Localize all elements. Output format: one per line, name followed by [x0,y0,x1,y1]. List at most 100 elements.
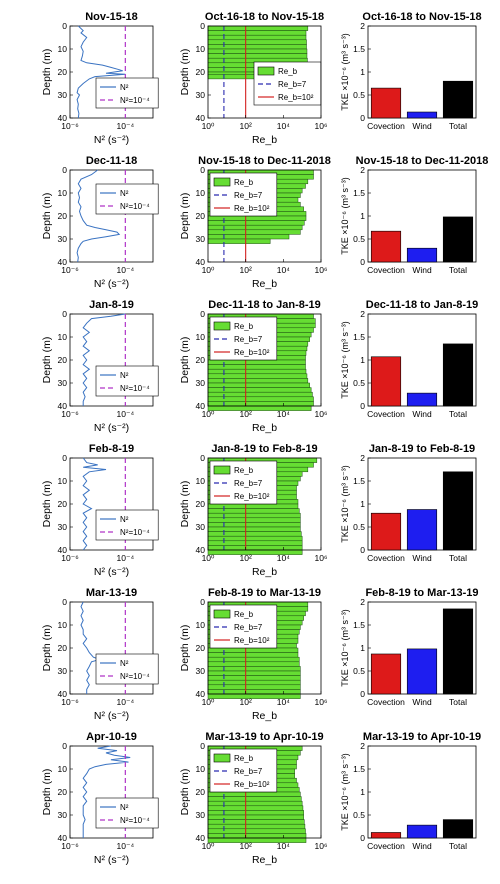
reb-depth-axis-label: Depth (m) [179,625,191,672]
n2-legend-entry: N²=10⁻⁴ [120,528,150,537]
reb-xtick-label: 10⁶ [315,265,328,275]
tke-ytick-label: 0.5 [353,378,365,388]
n2-depth-axis-tick-label: 30 [58,522,68,532]
n2-xtick-label: 10⁻⁴ [117,697,135,707]
n2-xlabel: N² (s⁻²) [94,566,129,578]
n2-legend-entry: N² [120,515,129,524]
tke-bar-total [442,80,474,119]
reb-bar [207,656,300,663]
reb-panel-title: Jan-8-19 to Feb-8-19 [211,443,317,455]
tke-panel-title: Dec-11-18 to Jan-8-19 [366,299,479,311]
reb-bar [207,675,301,681]
n2-depth-axis-tick-label: 0 [62,741,67,751]
n2-depth-axis-tick-label: 0 [62,453,67,463]
n2-legend [95,183,159,215]
reb-xlabel: Re_b [252,854,277,866]
n2-depth-axis-tick-label: 20 [58,499,68,509]
n2-legend [95,77,159,109]
tke-bar-convection [370,653,402,695]
reb-legend-entry: Re_b=10² [234,636,270,645]
reb-legend-swatch [213,753,231,763]
reb-bar [207,805,304,811]
reb-xtick-label: 10⁶ [315,553,328,563]
tke-bar-wind [406,247,438,263]
tke-category-label: Total [449,265,467,275]
n2-xlabel: N² (s⁻²) [94,422,129,434]
tke-panel-title: Jan-8-19 to Feb-8-19 [369,443,475,455]
reb-depth-axis-tick-label: 0 [200,453,205,463]
reb-bar [207,503,299,509]
n2-depth-axis-tick-label: 30 [58,666,68,676]
reb-depth-axis-tick-label: 30 [196,522,206,532]
tke-bar-total [442,216,474,263]
reb-xtick-label: 10⁴ [277,697,290,707]
reb-xtick-label: 10² [240,121,252,131]
reb-xtick-label: 10² [240,553,252,563]
n2-legend-entry: N²=10⁻⁴ [120,202,150,211]
reb-bar [207,512,301,519]
reb-legend-entry: Re_b=7 [234,191,263,200]
tke-ytick-label: 0 [360,833,365,843]
n2-legend-entry: N² [120,189,129,198]
reb-depth-axis-tick-label: 30 [196,234,206,244]
reb-legend-entry: Re_b [234,610,254,619]
reb-bar [207,679,301,686]
tke-category-label: Covection [367,697,405,707]
tke-bar-wind [406,824,438,839]
reb-xlabel: Re_b [252,566,277,578]
reb-legend-entry: Re_b [234,466,254,475]
reb-depth-axis-tick-label: 10 [196,44,206,54]
tke-category-label: Wind [412,841,432,851]
tke-category-label: Covection [367,553,405,563]
reb-legend-swatch [213,465,231,475]
reb-legend-entry: Re_b=10² [234,348,270,357]
reb-bar [207,215,307,221]
n2-depth-axis-tick-label: 10 [58,332,68,342]
tke-ytick-label: 1.5 [353,620,365,630]
reb-panel-frame [207,745,322,839]
n2-depth-axis-label: Depth (m) [41,193,53,240]
tke-ytick-label: 0 [360,689,365,699]
tke-category-label: Total [449,841,467,851]
n2-xtick-label: 10⁻⁴ [117,841,135,851]
n2-depth-axis-tick-label: 10 [58,764,68,774]
reb-depth-axis-tick-label: 40 [196,833,206,843]
tke-ytick-label: 1.5 [353,188,365,198]
reb-legend-entry: Re_b=10² [234,492,270,501]
n2-xtick-label: 10⁻⁴ [117,265,135,275]
n2-depth-axis-tick-label: 30 [58,378,68,388]
tke-category-label: Total [449,697,467,707]
reb-bar [207,800,303,807]
reb-bar [207,796,302,802]
tke-ytick-label: 1.5 [353,44,365,54]
reb-bar [207,382,310,388]
reb-bar [207,25,309,31]
reb-xtick-label: 10⁶ [315,121,328,131]
tke-ytick-label: 1 [360,355,365,365]
n2-xtick-label: 10⁻⁶ [61,265,78,275]
reb-depth-axis-tick-label: 20 [196,499,206,509]
n2-depth-axis-tick-label: 10 [58,620,68,630]
reb-legend-entry: Re_b=10² [234,780,270,789]
reb-bar [207,791,301,797]
n2-depth-axis-label: Depth (m) [41,49,53,96]
tke-category-label: Wind [412,697,432,707]
tke-ytick-label: 1.5 [353,764,365,774]
reb-bar [207,229,301,235]
tke-bar-total [442,608,474,695]
tke-category-label: Covection [367,265,405,275]
reb-depth-axis-tick-label: 0 [200,741,205,751]
reb-bar [207,833,307,839]
tke-category-label: Covection [367,121,405,131]
tke-panel-title: Feb-8-19 to Mar-13-19 [365,587,478,599]
reb-bar [207,30,307,36]
n2-depth-axis-label: Depth (m) [41,769,53,816]
reb-depth-axis-tick-label: 20 [196,211,206,221]
reb-depth-axis-tick-label: 30 [196,378,206,388]
reb-xlabel: Re_b [252,710,277,722]
tke-category-label: Wind [412,121,432,131]
reb-legend-entry: Re_b=10² [234,204,270,213]
tke-ytick-label: 1 [360,211,365,221]
reb-legend-entry: Re_b=7 [234,767,263,776]
n2-depth-axis-tick-label: 10 [58,188,68,198]
